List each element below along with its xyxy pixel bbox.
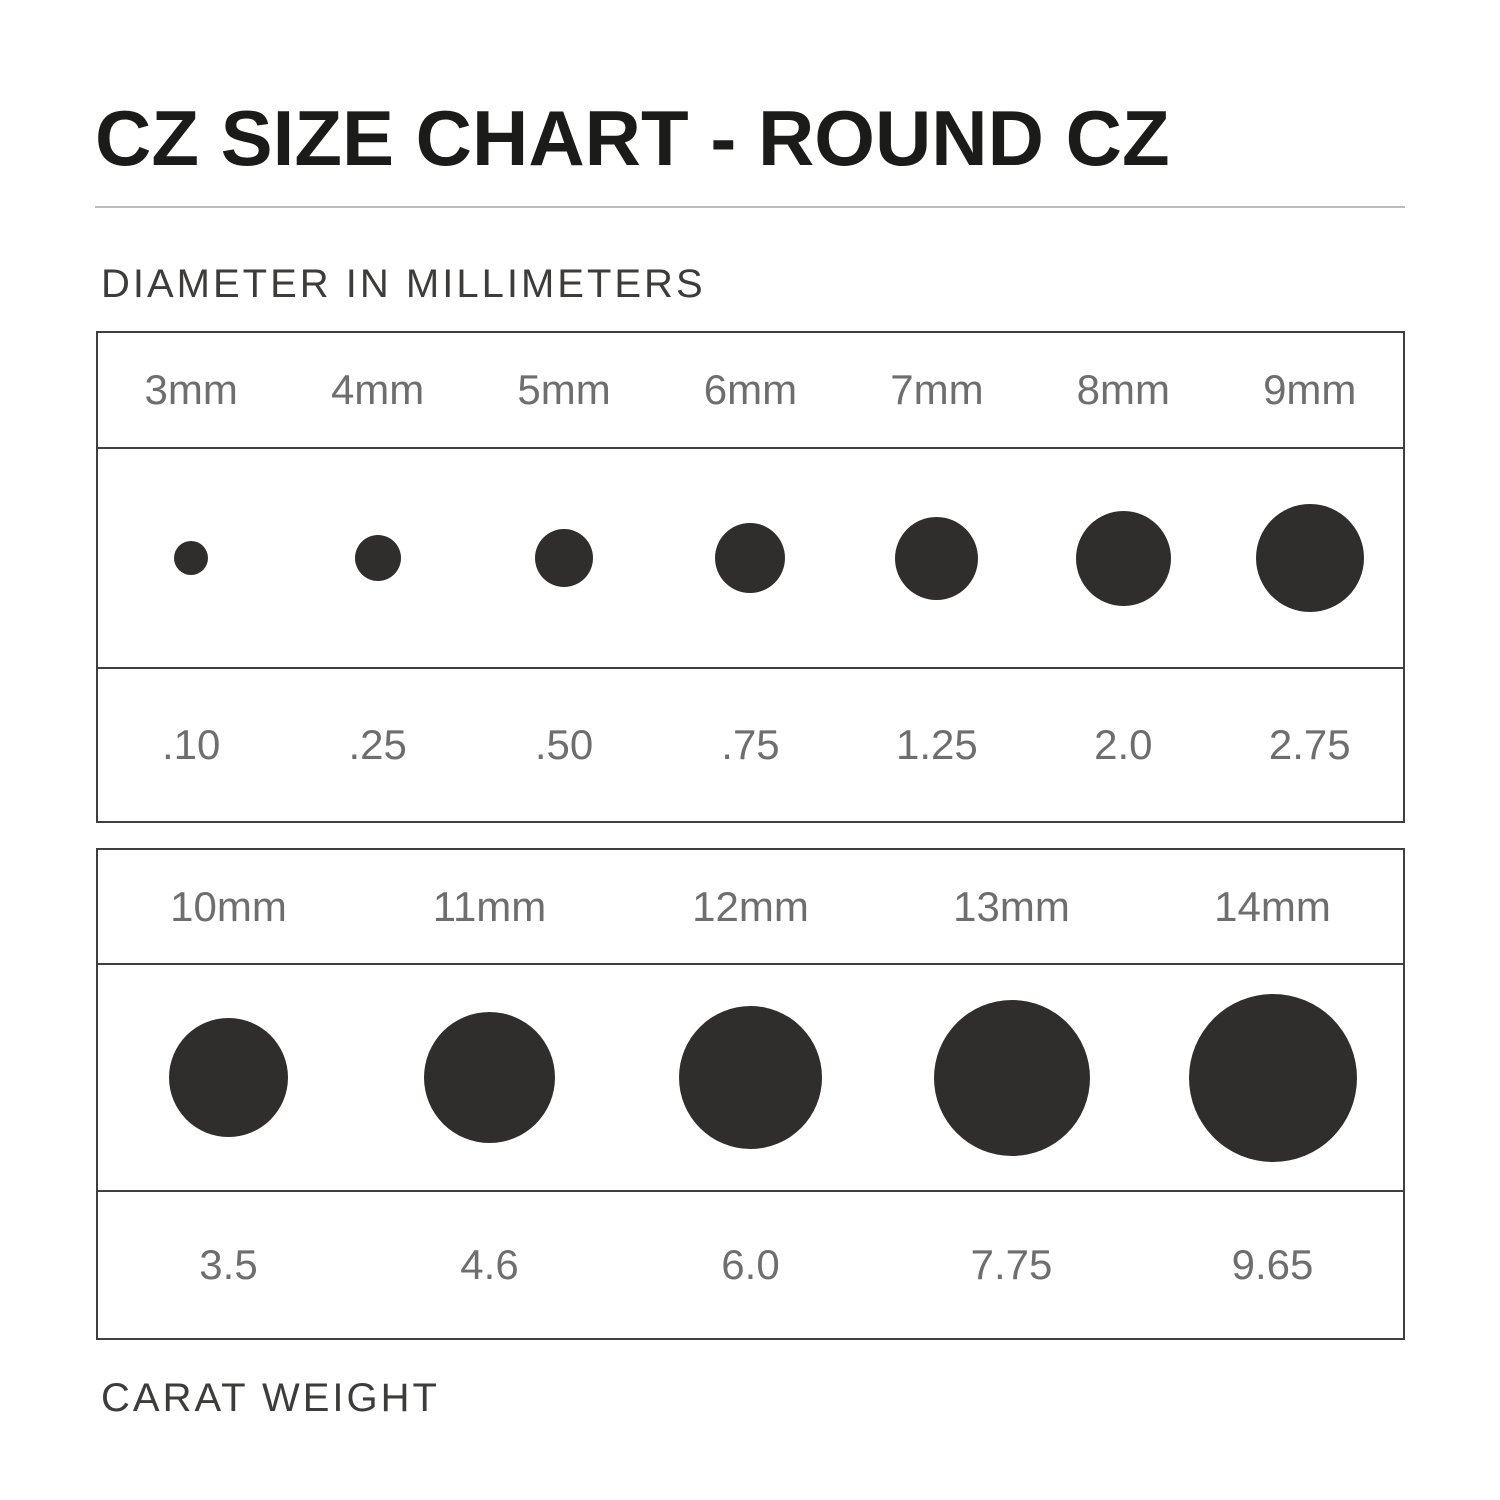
carat-cell: 9.65	[1142, 1192, 1403, 1338]
cz-stone-circle-11mm	[424, 1012, 555, 1143]
carat-cell: 2.0	[1030, 669, 1216, 821]
circle-cell	[98, 965, 359, 1190]
cz-stone-circle-13mm	[933, 999, 1090, 1156]
carat-value: 3.5	[199, 1241, 258, 1288]
circle-cell	[657, 449, 843, 667]
size-table-sizes-10mm-to-14mm: 10mm 11mm 12mm 13mm 14mm 3.5 4.6 6.0 7.75 9.65	[96, 848, 1405, 1340]
mm-label: 10mm	[170, 882, 287, 930]
mm-header-cell: 3mm	[98, 333, 284, 447]
carat-value: .25	[348, 721, 407, 768]
carat-cell: 3.5	[98, 1192, 359, 1338]
circle-cell	[620, 965, 881, 1190]
cz-stone-circle-5mm	[535, 529, 594, 587]
carat-value: 4.6	[460, 1241, 519, 1288]
carat-weight-label: CARAT WEIGHT	[101, 1376, 440, 1420]
mm-label: 4mm	[330, 366, 425, 413]
carat-cell: .25	[284, 669, 470, 821]
mm-label: 14mm	[1214, 882, 1331, 930]
carat-value: 6.0	[721, 1241, 780, 1288]
cz-stone-circle-4mm	[354, 535, 401, 581]
cz-stone-circle-6mm	[715, 523, 786, 593]
mm-label: 5mm	[517, 366, 611, 413]
carat-cell: .75	[657, 669, 843, 821]
carat-value: 1.25	[896, 721, 978, 768]
circle-cell	[284, 449, 470, 667]
carat-value: 2.0	[1094, 721, 1153, 768]
carat-value: 9.65	[1231, 1241, 1314, 1288]
circle-row	[98, 447, 1403, 667]
page-title: CZ SIZE CHART - ROUND CZ	[95, 94, 1170, 182]
cz-stone-circle-10mm	[169, 1018, 288, 1137]
circle-cell	[1217, 449, 1403, 667]
cz-stone-circle-8mm	[1075, 510, 1171, 606]
title-divider	[95, 206, 1405, 208]
cz-stone-circle-3mm	[174, 541, 209, 575]
circle-cell	[359, 965, 620, 1190]
circle-cell	[881, 965, 1142, 1190]
carat-cell: 7.75	[881, 1192, 1142, 1338]
mm-label: 12mm	[692, 882, 809, 930]
carat-cell: 2.75	[1217, 669, 1403, 821]
mm-label: 6mm	[703, 366, 798, 413]
carat-cell: .50	[471, 669, 657, 821]
mm-header-cell: 4mm	[284, 333, 470, 447]
carat-weight-row: 3.5 4.6 6.0 7.75 9.65	[98, 1190, 1403, 1338]
mm-label: 3mm	[144, 366, 238, 413]
mm-header-cell: 13mm	[881, 850, 1142, 963]
mm-header-row: 3mm 4mm 5mm 6mm 7mm 8mm 9mm	[98, 333, 1403, 447]
carat-cell: 4.6	[359, 1192, 620, 1338]
cz-stone-circle-12mm	[679, 1006, 822, 1149]
mm-label: 7mm	[890, 366, 984, 413]
cz-stone-circle-9mm	[1255, 504, 1364, 612]
carat-value: .75	[721, 721, 780, 768]
circle-row	[98, 963, 1403, 1190]
carat-cell: 6.0	[620, 1192, 881, 1338]
mm-header-cell: 10mm	[98, 850, 359, 963]
mm-header-cell: 6mm	[657, 333, 843, 447]
mm-header-cell: 11mm	[359, 850, 620, 963]
mm-header-cell: 9mm	[1217, 333, 1403, 447]
mm-label: 9mm	[1263, 366, 1357, 413]
mm-label: 13mm	[953, 882, 1070, 930]
size-table-sizes-3mm-to-9mm: 3mm 4mm 5mm 6mm 7mm 8mm 9mm .10 .25 .50 .75 1.25 2.0…	[96, 331, 1405, 823]
carat-weight-row: .10 .25 .50 .75 1.25 2.0 2.75	[98, 667, 1403, 821]
cz-stone-circle-14mm	[1188, 993, 1357, 1162]
circle-cell	[1030, 449, 1216, 667]
mm-label: 8mm	[1076, 366, 1170, 413]
mm-header-row: 10mm 11mm 12mm 13mm 14mm	[98, 850, 1403, 963]
mm-header-cell: 14mm	[1142, 850, 1403, 963]
circle-cell	[1142, 965, 1403, 1190]
mm-header-cell: 7mm	[844, 333, 1030, 447]
mm-label: 11mm	[432, 882, 547, 930]
carat-value: 7.75	[970, 1241, 1053, 1288]
circle-cell	[98, 449, 284, 667]
circle-cell	[471, 449, 657, 667]
carat-cell: 1.25	[844, 669, 1030, 821]
carat-value: 2.75	[1268, 721, 1351, 768]
carat-value: .10	[162, 721, 221, 768]
mm-header-cell: 12mm	[620, 850, 881, 963]
carat-cell: .10	[98, 669, 284, 821]
mm-header-cell: 8mm	[1030, 333, 1216, 447]
carat-value: .50	[534, 721, 594, 768]
circle-cell	[844, 449, 1030, 667]
mm-header-cell: 5mm	[471, 333, 657, 447]
diameter-label: DIAMETER IN MILLIMETERS	[101, 262, 706, 306]
cz-stone-circle-7mm	[895, 516, 979, 600]
